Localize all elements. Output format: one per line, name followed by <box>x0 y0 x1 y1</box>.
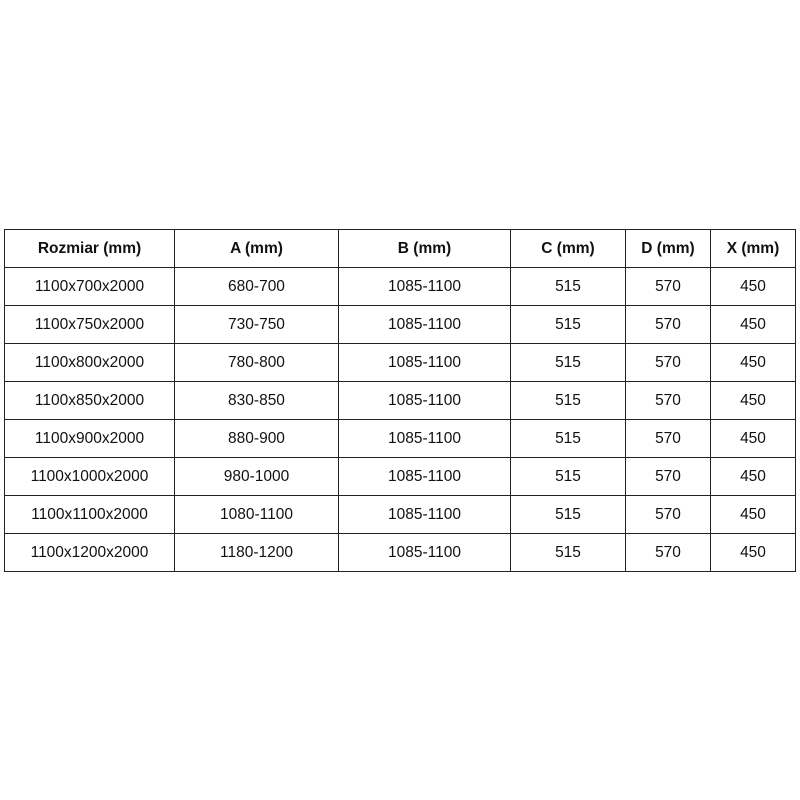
table-cell: 450 <box>710 343 796 382</box>
table-cell: 450 <box>710 457 796 496</box>
column-header: A (mm) <box>174 229 339 268</box>
column-header: C (mm) <box>510 229 626 268</box>
table-cell: 515 <box>510 343 626 382</box>
table-cell: 515 <box>510 495 626 534</box>
table-cell: 880-900 <box>174 419 339 458</box>
table-cell: 570 <box>625 267 711 306</box>
table-cell: 1180-1200 <box>174 533 339 572</box>
table-cell: 780-800 <box>174 343 339 382</box>
table-cell: 1085-1100 <box>338 533 511 572</box>
table-cell: 980-1000 <box>174 457 339 496</box>
table-cell: 450 <box>710 305 796 344</box>
table-cell: 1100x1000x2000 <box>4 457 175 496</box>
table-cell: 1085-1100 <box>338 495 511 534</box>
table-row: 1100x900x2000 880-900 1085-1100 515 570 450 <box>4 419 796 458</box>
table-cell: 515 <box>510 267 626 306</box>
table-cell: 1100x800x2000 <box>4 343 175 382</box>
table-cell: 1100x1200x2000 <box>4 533 175 572</box>
table-row: 1100x1100x2000 1080-1100 1085-1100 515 570 45… <box>4 495 796 534</box>
table-cell: 680-700 <box>174 267 339 306</box>
table-row: 1100x850x2000 830-850 1085-1100 515 570 450 <box>4 381 796 420</box>
table-cell: 1085-1100 <box>338 381 511 420</box>
table-row: 1100x1000x2000 980-1000 1085-1100 515 570 450 <box>4 457 796 496</box>
table-cell: 570 <box>625 305 711 344</box>
table-cell: 1100x750x2000 <box>4 305 175 344</box>
table-cell: 450 <box>710 533 796 572</box>
table-cell: 570 <box>625 533 711 572</box>
table-row: 1100x700x2000 680-700 1085-1100 515 570 450 <box>4 267 796 306</box>
table-row: 1100x800x2000 780-800 1085-1100 515 570 450 <box>4 343 796 382</box>
table-cell: 570 <box>625 419 711 458</box>
table-cell: 515 <box>510 419 626 458</box>
table-row: 1100x750x2000 730-750 1085-1100 515 570 450 <box>4 305 796 344</box>
table-cell: 1085-1100 <box>338 343 511 382</box>
table-cell: 570 <box>625 381 711 420</box>
header-row: Rozmiar (mm) A (mm) B (mm) C (mm) D (mm) X (m… <box>4 229 796 268</box>
table-cell: 450 <box>710 267 796 306</box>
column-header: D (mm) <box>625 229 711 268</box>
table-cell: 515 <box>510 381 626 420</box>
table-cell: 450 <box>710 419 796 458</box>
table-cell: 515 <box>510 457 626 496</box>
table-cell: 1100x1100x2000 <box>4 495 175 534</box>
table-cell: 570 <box>625 495 711 534</box>
table-cell: 1080-1100 <box>174 495 339 534</box>
column-header: B (mm) <box>338 229 511 268</box>
table-cell: 1100x850x2000 <box>4 381 175 420</box>
table-cell: 830-850 <box>174 381 339 420</box>
table-cell: 570 <box>625 457 711 496</box>
table-cell: 730-750 <box>174 305 339 344</box>
table-cell: 1100x700x2000 <box>4 267 175 306</box>
table-cell: 1085-1100 <box>338 419 511 458</box>
table-cell: 1100x900x2000 <box>4 419 175 458</box>
table-cell: 570 <box>625 343 711 382</box>
table-cell: 450 <box>710 381 796 420</box>
column-header: X (mm) <box>710 229 796 268</box>
dimensions-table: Rozmiar (mm) A (mm) B (mm) C (mm) D (mm) X (m… <box>4 229 796 572</box>
table-row: 1100x1200x2000 1180-1200 1085-1100 515 570 45… <box>4 533 796 572</box>
table-cell: 1085-1100 <box>338 457 511 496</box>
table-cell: 450 <box>710 495 796 534</box>
column-header: Rozmiar (mm) <box>4 229 175 268</box>
table-cell: 515 <box>510 533 626 572</box>
table-cell: 1085-1100 <box>338 267 511 306</box>
table-cell: 1085-1100 <box>338 305 511 344</box>
table-cell: 515 <box>510 305 626 344</box>
